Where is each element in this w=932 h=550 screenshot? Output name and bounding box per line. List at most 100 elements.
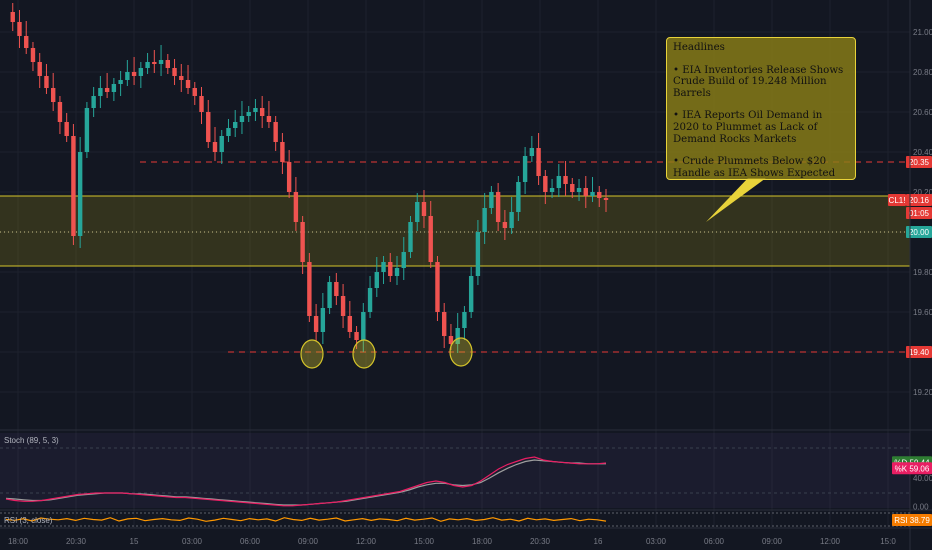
candle-body bbox=[421, 202, 427, 216]
candle-body bbox=[307, 262, 312, 316]
candle-body bbox=[529, 148, 535, 156]
candle-body bbox=[313, 316, 319, 332]
candle-body bbox=[131, 72, 137, 76]
candle-body bbox=[435, 262, 440, 312]
candle-body bbox=[118, 80, 123, 84]
candle-body bbox=[374, 272, 379, 288]
candle-body bbox=[468, 276, 474, 312]
candle-body bbox=[334, 282, 339, 296]
time-tick-label: 09:00 bbox=[762, 537, 783, 546]
candle-body bbox=[179, 76, 184, 80]
candle-body bbox=[543, 176, 548, 192]
candle-body bbox=[17, 22, 22, 36]
candle-body bbox=[482, 208, 487, 232]
rsi-label[interactable]: RSI (3, close) bbox=[4, 516, 53, 525]
rsi-line bbox=[5, 517, 607, 522]
candle-body bbox=[489, 192, 494, 208]
candle-body bbox=[516, 182, 521, 212]
candle-body bbox=[145, 62, 150, 68]
candle-body bbox=[212, 142, 218, 152]
price-tick-label: 19.60 bbox=[913, 308, 932, 317]
candle-body bbox=[509, 212, 514, 228]
candle-body bbox=[158, 60, 164, 64]
headline-3: • Crude Plummets Below $20 Handle as IEA… bbox=[673, 156, 836, 179]
candle-body bbox=[327, 282, 332, 308]
price-tag-countdown bbox=[906, 207, 932, 219]
candle-body bbox=[24, 36, 29, 48]
headlines-title: Headlines bbox=[673, 42, 725, 53]
candle-body bbox=[253, 108, 258, 112]
candle-body bbox=[172, 68, 177, 76]
candle-body bbox=[219, 136, 224, 152]
stoch-label[interactable]: Stoch (89, 5, 3) bbox=[4, 436, 59, 445]
time-tick-label: 03:00 bbox=[646, 537, 667, 546]
price-tick-label: 20.80 bbox=[913, 68, 932, 77]
candle-body bbox=[495, 192, 501, 222]
consolidation-zone bbox=[0, 196, 910, 266]
candle-body bbox=[401, 252, 406, 268]
candle-body bbox=[84, 108, 90, 152]
candle-body bbox=[455, 328, 460, 344]
price-tag-countdown-text: 01:05 bbox=[909, 209, 930, 218]
candle-body bbox=[293, 192, 299, 222]
candle-body bbox=[522, 156, 528, 182]
time-tick-label: 12:00 bbox=[356, 537, 377, 546]
time-tick-label: 03:00 bbox=[182, 537, 203, 546]
price-tick-label: 19.20 bbox=[913, 388, 932, 397]
headlines-callout[interactable]: Headlines • EIA Inventories Release Show… bbox=[666, 37, 856, 180]
price-tick-label: 19.80 bbox=[913, 268, 932, 277]
time-tick-label: 20:30 bbox=[530, 537, 551, 546]
candle-body bbox=[259, 108, 265, 116]
time-tick-label: 18:00 bbox=[472, 537, 493, 546]
candle-body bbox=[185, 80, 191, 88]
candle-body bbox=[408, 222, 413, 252]
candle-body bbox=[30, 48, 36, 62]
candle-body bbox=[57, 102, 63, 122]
candle-body bbox=[233, 122, 238, 128]
candle-body bbox=[206, 112, 211, 142]
price-tag-zone bbox=[906, 226, 932, 238]
rsi-tag bbox=[892, 514, 932, 526]
candle-body bbox=[583, 188, 588, 196]
candle-body bbox=[273, 122, 278, 142]
price-tick-label: 20.60 bbox=[913, 108, 932, 117]
candle-body bbox=[597, 192, 602, 198]
candle-body bbox=[77, 152, 83, 236]
candle-body bbox=[152, 62, 157, 64]
candle-body bbox=[91, 96, 96, 108]
candle-body bbox=[415, 202, 420, 222]
price-tag-zone-text: 20.00 bbox=[909, 228, 930, 237]
time-tick-label: 15 bbox=[130, 537, 139, 546]
candle-body bbox=[570, 184, 575, 192]
time-tick-label: 12:00 bbox=[820, 537, 841, 546]
candle-body bbox=[502, 222, 508, 228]
stoch-band bbox=[0, 433, 910, 508]
price-tag-symbol-text: CL1! bbox=[889, 196, 906, 205]
price-tick-label: 20.40 bbox=[913, 148, 932, 157]
candle-body bbox=[347, 316, 353, 332]
candle-body bbox=[556, 176, 562, 188]
candle-body bbox=[125, 72, 130, 80]
candle-body bbox=[280, 142, 285, 162]
headline-2: • IEA Reports Oil Demand in 2020 to Plum… bbox=[673, 110, 823, 145]
time-tick-label: 06:00 bbox=[240, 537, 261, 546]
candle-body bbox=[226, 128, 231, 136]
candle-body bbox=[448, 336, 454, 344]
candle-body bbox=[64, 122, 69, 136]
price-tag-last-text: 20.16 bbox=[909, 196, 930, 205]
candle-body bbox=[71, 136, 76, 236]
candle-body bbox=[239, 116, 245, 122]
candle-body bbox=[576, 188, 582, 192]
price-tag-support bbox=[906, 346, 932, 358]
time-tick-label: 15:00 bbox=[414, 537, 435, 546]
candle-body bbox=[428, 216, 433, 262]
stoch-tick-40: 40.00 bbox=[913, 474, 932, 483]
candle-body bbox=[199, 96, 204, 112]
candle-body bbox=[354, 332, 359, 340]
time-tick-label: 15:0 bbox=[880, 537, 896, 546]
candle-body bbox=[286, 162, 292, 192]
price-tag-resistance bbox=[906, 156, 932, 168]
candle-body bbox=[320, 308, 326, 332]
stoch-k-tag-text: %K 59.06 bbox=[895, 464, 930, 473]
